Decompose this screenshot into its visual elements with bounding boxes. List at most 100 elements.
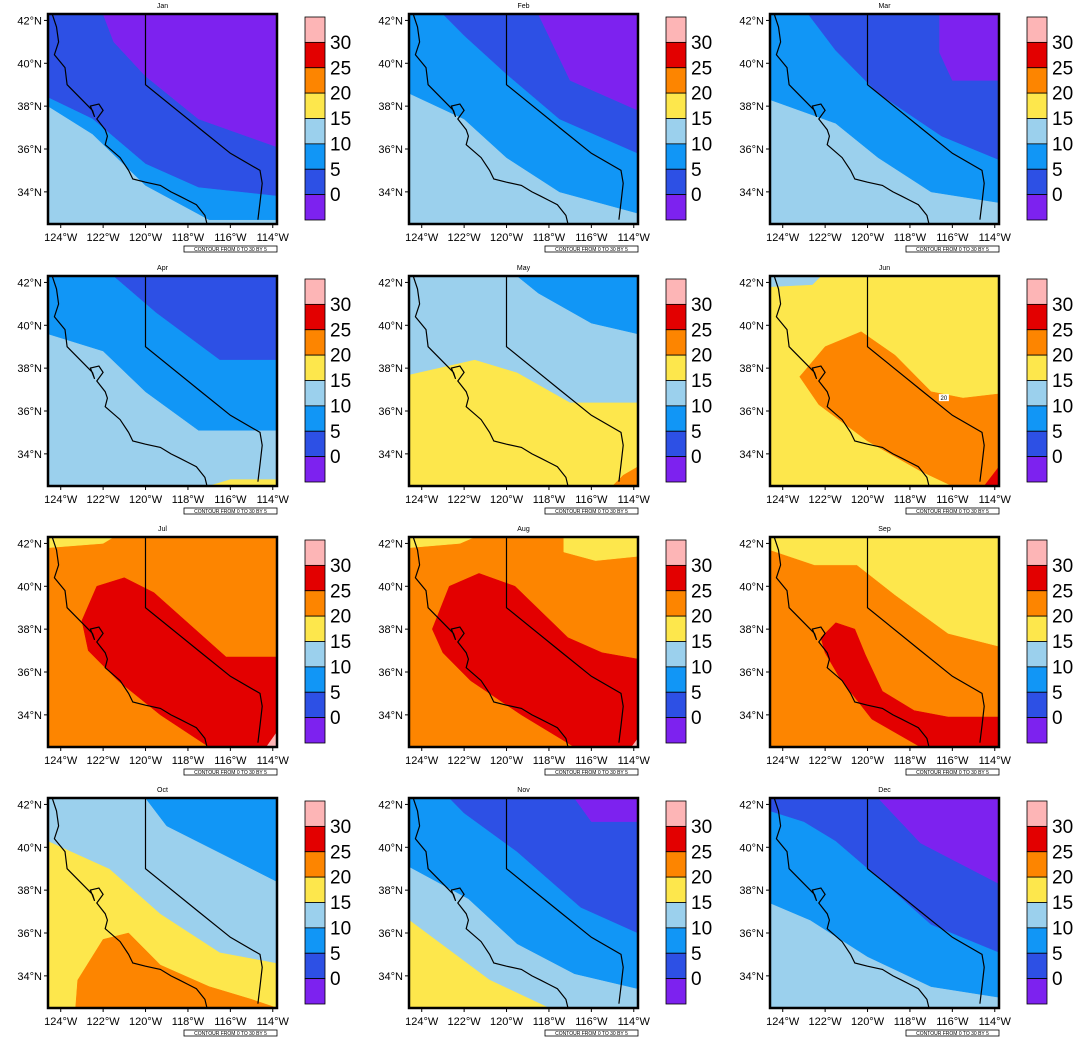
panel-title: Jan — [157, 3, 168, 10]
colorbar-box — [1026, 641, 1048, 668]
map-area — [409, 276, 638, 486]
colorbar-box — [1026, 978, 1048, 1005]
lat-tick-label: 42°N — [739, 15, 764, 27]
contour-band — [574, 798, 638, 822]
lat-tick-label: 36°N — [378, 406, 403, 418]
panel-jun: Jun 20 42°N 40°N 38°N 36°N 34°N 124°W 122°W 120°W… — [739, 265, 1073, 515]
lon-tick-label: 124°W — [405, 232, 439, 244]
map-area — [409, 798, 638, 1008]
lon-tick-label: 120°W — [490, 755, 524, 767]
colorbar-label: 20 — [330, 84, 351, 105]
colorbar-box — [304, 303, 326, 331]
lon-tick-label: 118°W — [533, 1016, 566, 1028]
contour-info-box — [905, 768, 1000, 776]
panel-title: Apr — [157, 265, 169, 272]
lon-tick-label: 116°W — [575, 232, 608, 244]
contour-info-label: CONTOUR FROM 0 TO 30 BY 5 — [194, 247, 267, 253]
lon-tick-label: 114°W — [979, 1016, 1012, 1028]
colorbar-label: 10 — [1052, 134, 1073, 155]
coastline — [773, 798, 930, 1008]
lon-tick-label: 122°W — [809, 1016, 843, 1028]
colorbar-label: 5 — [691, 944, 702, 965]
lat-tick-label: 38°N — [739, 101, 764, 113]
lon-tick-label: 118°W — [172, 1016, 205, 1028]
colorbar-box — [1026, 851, 1048, 878]
panel-title: Oct — [157, 787, 168, 794]
lat-tick-label: 36°N — [739, 144, 764, 156]
contour-band — [516, 276, 638, 335]
contour-band — [939, 14, 999, 81]
colorbar-label: 5 — [330, 422, 341, 443]
lon-tick-label: 124°W — [766, 232, 800, 244]
contour-band — [409, 537, 475, 548]
colorbar-label: 30 — [330, 33, 351, 54]
lat-tick-label: 42°N — [17, 15, 42, 27]
map-area: 20 — [770, 276, 999, 486]
lat-tick-label: 36°N — [17, 667, 42, 679]
colorbar-box — [665, 67, 687, 94]
contour-band — [75, 932, 277, 1008]
contour-band — [409, 276, 638, 403]
lat-tick-label: 34°N — [378, 710, 403, 722]
state-border — [144, 537, 263, 743]
colorbar-label: 15 — [1052, 632, 1073, 653]
map-area — [48, 276, 277, 486]
contour-label-bg — [938, 394, 949, 402]
lat-tick-label: 42°N — [17, 799, 42, 811]
panel-title: Jun — [879, 265, 890, 272]
colorbar-box — [665, 380, 687, 407]
lat-tick-label: 36°N — [378, 667, 403, 679]
lat-tick-label: 40°N — [739, 581, 764, 593]
panel-title: Dec — [878, 787, 891, 794]
lon-tick-label: 114°W — [618, 755, 651, 767]
lon-tick-label: 122°W — [448, 755, 482, 767]
contour-info-box — [905, 507, 1000, 515]
map-frame — [407, 12, 640, 226]
colorbar-box — [1026, 92, 1048, 119]
panel-title: Feb — [517, 3, 529, 10]
lat-tick-label: 40°N — [739, 842, 764, 854]
colorbar-box — [1026, 952, 1048, 980]
contour-info-label: CONTOUR FROM 0 TO 30 BY 5 — [555, 509, 628, 515]
colorbar: 30 25 20 15 10 5 0 — [304, 16, 351, 221]
state-border — [505, 14, 624, 220]
coastline — [412, 798, 569, 1008]
colorbar-label: 25 — [330, 842, 351, 863]
lon-tick-label: 116°W — [575, 1016, 608, 1028]
colorbar-label: 15 — [691, 893, 712, 914]
lat-tick-label: 38°N — [17, 885, 42, 897]
lat-tick-label: 34°N — [739, 710, 764, 722]
map-area — [409, 14, 638, 224]
colorbar-label: 20 — [1052, 868, 1073, 889]
map-area — [770, 14, 999, 224]
colorbar-box — [1026, 539, 1048, 566]
lon-tick-label: 114°W — [257, 1016, 290, 1028]
lon-tick-label: 118°W — [894, 232, 927, 244]
lat-tick-label: 36°N — [378, 928, 403, 940]
map-frame — [407, 796, 640, 1010]
colorbar-label: 0 — [1052, 708, 1063, 729]
lat-tick-label: 40°N — [378, 842, 403, 854]
colorbar-box — [1026, 456, 1048, 483]
colorbar-box — [304, 168, 326, 196]
lon-tick-label: 116°W — [936, 755, 969, 767]
lon-tick-label: 124°W — [405, 755, 439, 767]
lon-tick-label: 116°W — [936, 494, 969, 506]
colorbar-label: 15 — [330, 109, 351, 130]
map-frame — [407, 535, 640, 749]
lat-tick-label: 38°N — [739, 885, 764, 897]
contour-info-box — [183, 507, 278, 515]
colorbar-box — [1026, 67, 1048, 94]
colorbar-box — [304, 118, 326, 145]
colorbar-label: 5 — [1052, 422, 1063, 443]
colorbar-label: 0 — [330, 708, 341, 729]
colorbar-box — [304, 666, 326, 693]
map-area — [770, 798, 999, 1008]
colorbar-label: 10 — [691, 657, 712, 678]
colorbar-box — [304, 851, 326, 878]
lon-tick-label: 120°W — [129, 755, 163, 767]
map-frame — [46, 535, 279, 749]
lon-tick-label: 120°W — [851, 494, 885, 506]
colorbar-box — [1026, 800, 1048, 827]
panel-title: Sep — [878, 526, 891, 533]
